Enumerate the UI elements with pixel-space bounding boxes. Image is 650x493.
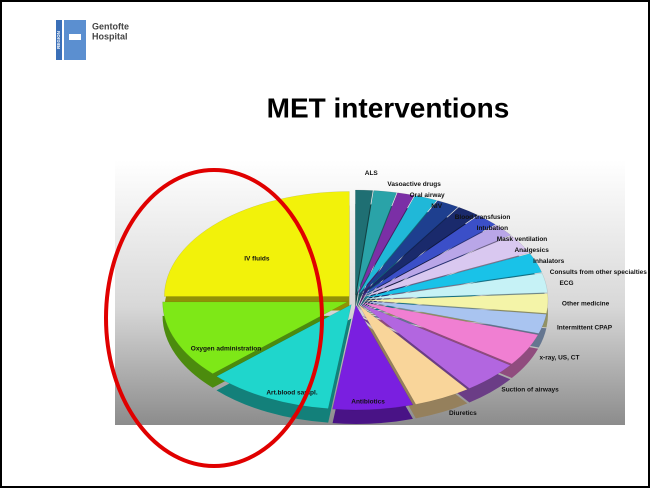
chart-title: MET interventions bbox=[267, 92, 510, 123]
slice bbox=[362, 302, 539, 365]
slice-label: Analgesics bbox=[514, 247, 549, 254]
slice-label: ALS bbox=[365, 170, 379, 177]
slice bbox=[362, 253, 543, 299]
slice bbox=[332, 304, 414, 411]
slice-label: Inhalators bbox=[533, 258, 564, 265]
slice-label: Antibiotics bbox=[351, 398, 385, 405]
highlight-ellipse bbox=[104, 168, 324, 468]
slice-label: x-ray, US, CT bbox=[539, 354, 579, 361]
slice bbox=[358, 304, 468, 405]
slice bbox=[356, 192, 415, 296]
slice-label: Suction of airways bbox=[501, 387, 559, 394]
logo-name: Hospital bbox=[92, 31, 128, 41]
logo-bar bbox=[56, 20, 62, 60]
slice bbox=[361, 235, 530, 298]
slice-label: Art.blood sampl. bbox=[266, 390, 317, 397]
slice-label: IV fluids bbox=[244, 255, 270, 262]
slice bbox=[360, 215, 496, 297]
slice-label: Mask ventilation bbox=[497, 236, 548, 243]
slice-label: Oxygen administration bbox=[191, 346, 261, 353]
slice bbox=[216, 303, 352, 409]
slice-label: Blood transfusion bbox=[455, 214, 511, 221]
slice-label: Intubation bbox=[477, 225, 508, 232]
slice bbox=[162, 301, 348, 375]
slice-label: Vasoactive drugs bbox=[387, 181, 441, 188]
slice bbox=[362, 293, 549, 314]
logo-region: REGION bbox=[56, 31, 61, 49]
slice bbox=[361, 224, 512, 298]
slice-label: Diuretics bbox=[449, 410, 477, 417]
slice-label: NIV bbox=[431, 203, 443, 210]
slice bbox=[362, 272, 548, 300]
slice bbox=[357, 195, 438, 296]
slice bbox=[355, 189, 374, 296]
slice bbox=[359, 207, 479, 297]
slice-label: Other medicine bbox=[562, 301, 610, 308]
slice bbox=[360, 303, 511, 389]
slice bbox=[356, 190, 397, 296]
slice-label: Intermittent CPAP bbox=[557, 324, 613, 331]
slice bbox=[164, 191, 350, 297]
slice-label: ECG bbox=[559, 280, 573, 287]
slice bbox=[362, 300, 547, 334]
slice-label: Consults from other specialties bbox=[550, 269, 648, 276]
slice-label: Oral airway bbox=[410, 192, 445, 199]
slice bbox=[358, 200, 459, 296]
logo-h bbox=[69, 34, 81, 40]
logo-name: Gentofte bbox=[92, 21, 129, 31]
